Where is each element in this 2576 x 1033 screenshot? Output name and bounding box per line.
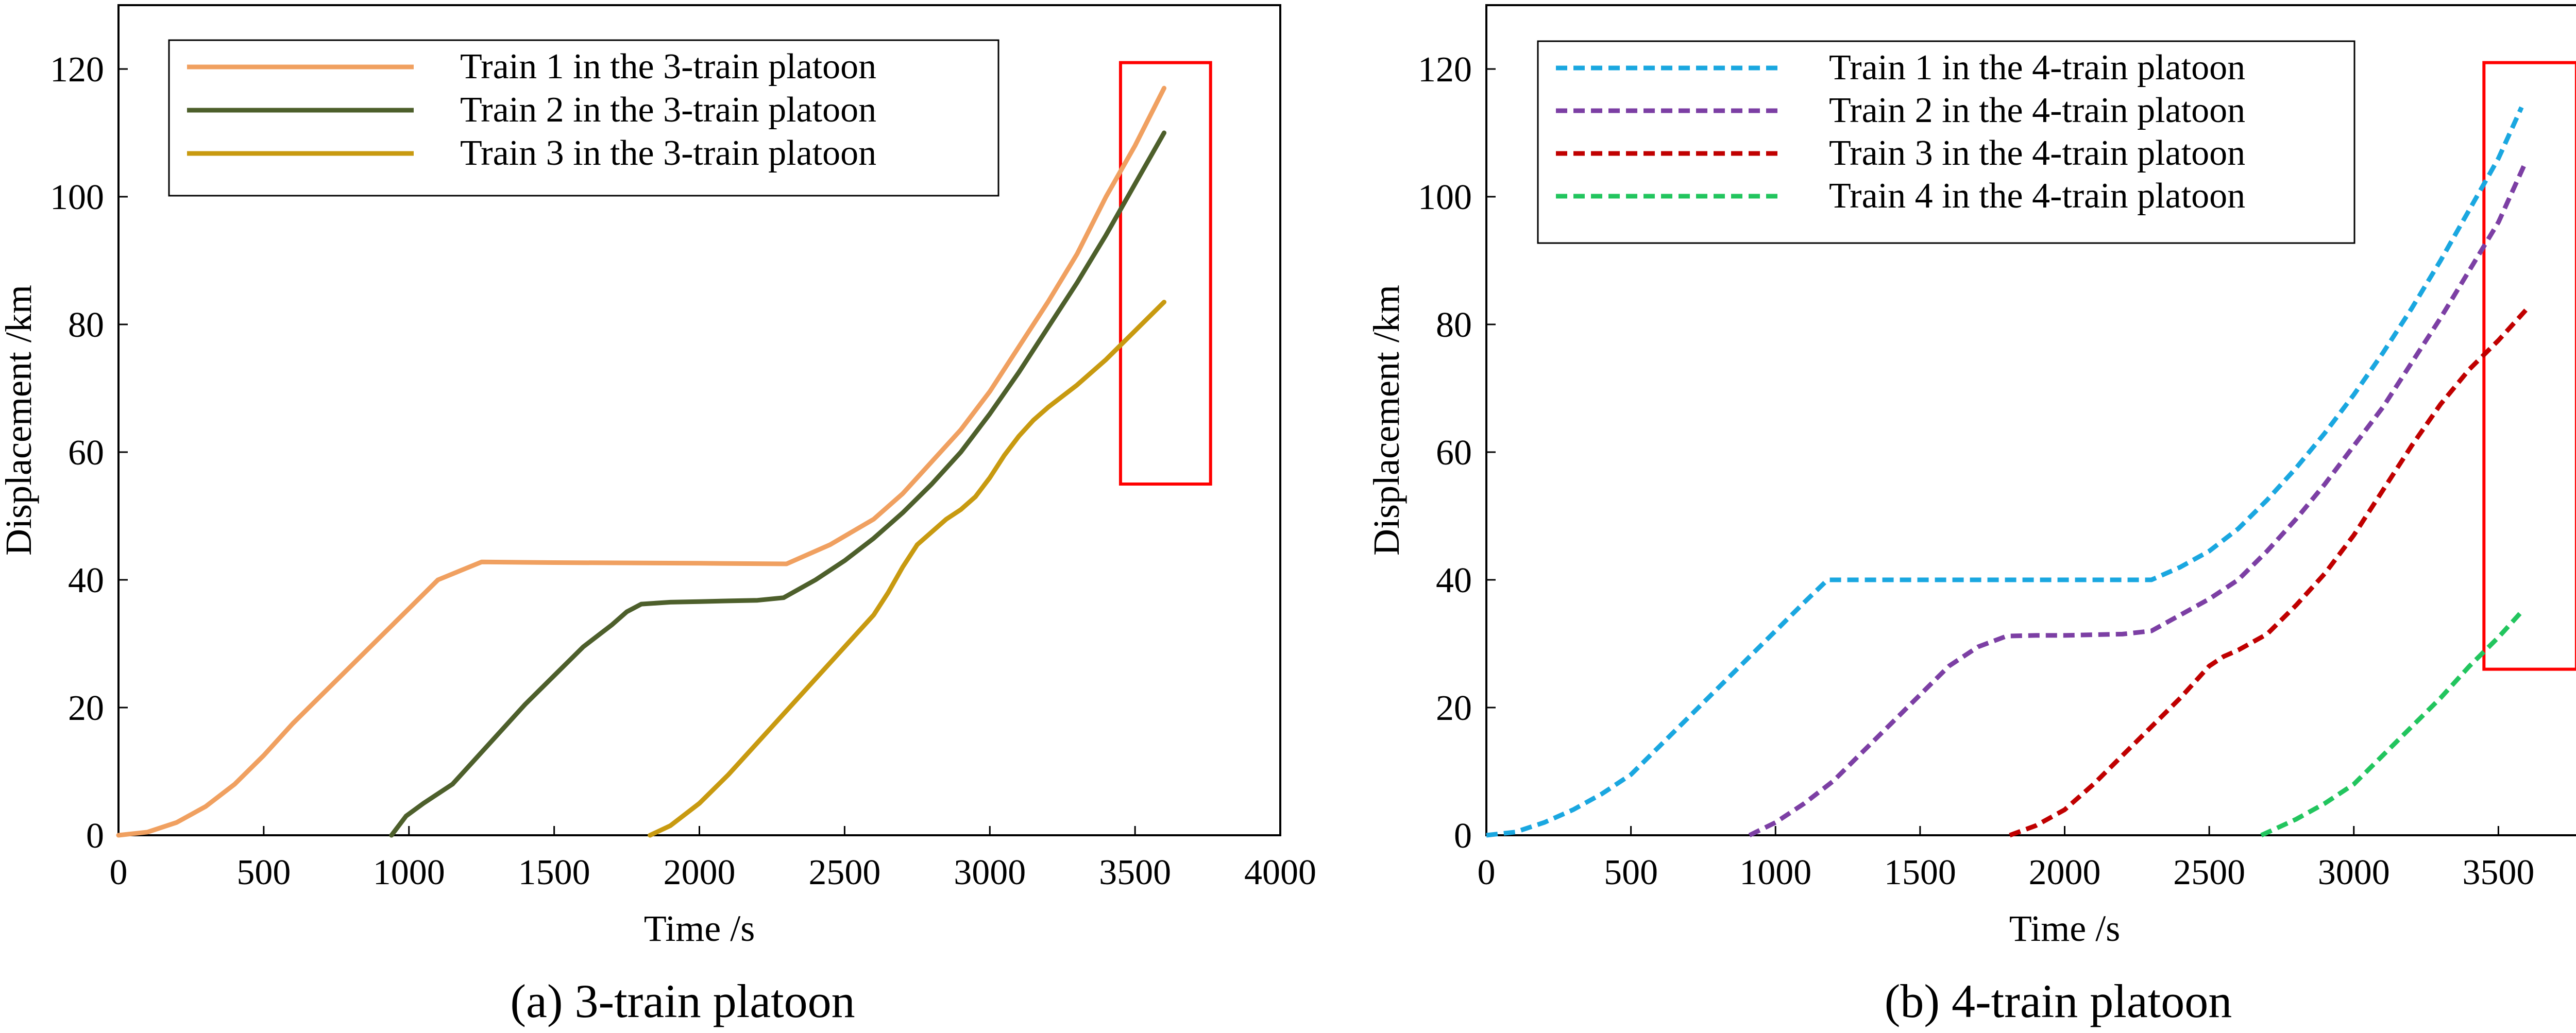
- y-tick-label: 40: [68, 561, 104, 600]
- series-line-train-1: [1486, 106, 2524, 838]
- x-tick-label: 2500: [2173, 853, 2245, 892]
- x-tick-label: 1500: [518, 853, 590, 892]
- x-tick-label: 1500: [1884, 853, 1956, 892]
- y-tick-label: 100: [50, 178, 104, 217]
- series-line-train-3: [2009, 306, 2529, 838]
- y-axis-label: Displacement /km: [0, 285, 39, 556]
- x-tick-label: 2000: [2029, 853, 2101, 892]
- x-tick-label: 500: [1604, 853, 1658, 892]
- series-line-train-3: [648, 300, 1166, 838]
- y-tick-label: 0: [86, 816, 104, 856]
- y-tick-label: 40: [1436, 561, 1472, 600]
- legend-label-train-1: Train 1 in the 4-train platoon: [1829, 48, 2245, 88]
- y-tick-label: 20: [1436, 688, 1472, 728]
- series-line-train-2: [1748, 164, 2527, 838]
- series-line-train-4: [2260, 610, 2523, 838]
- x-tick-label: 3000: [2318, 853, 2390, 892]
- panel-caption: (a) 3-train platoon: [510, 975, 855, 1027]
- panel-caption: (b) 4-train platoon: [1885, 975, 2232, 1027]
- legend-label-train-3: Train 3 in the 4-train platoon: [1829, 133, 2245, 173]
- y-axis-label: Displacement /km: [1366, 285, 1407, 556]
- x-tick-label: 500: [236, 853, 291, 892]
- legend-box: [1537, 40, 2355, 244]
- y-tick-label: 100: [1418, 178, 1472, 217]
- x-tick-label: 2000: [664, 853, 736, 892]
- highlight-box: [2482, 61, 2576, 671]
- legend-label-train-2: Train 2 in the 4-train platoon: [1829, 91, 2245, 130]
- panel-b-4-train-platoon: 0500100015002000250030003500400002040608…: [1366, 4, 2576, 1027]
- series-line-train-1: [116, 85, 1166, 838]
- x-tick-label: 2500: [808, 853, 880, 892]
- y-tick-label: 60: [1436, 433, 1472, 473]
- x-tick-label: 1000: [373, 853, 445, 892]
- x-tick-label: 4000: [1244, 853, 1316, 892]
- x-tick-label: 0: [1478, 853, 1496, 892]
- x-tick-label: 3500: [1099, 853, 1171, 892]
- highlight-box: [1118, 61, 1212, 486]
- x-tick-label: 3000: [954, 853, 1026, 892]
- y-tick-label: 20: [68, 688, 104, 728]
- x-tick-label: 1000: [1739, 853, 1811, 892]
- series-line-train-2: [389, 130, 1166, 838]
- y-tick-label: 60: [68, 433, 104, 473]
- legend-label-train-4: Train 4 in the 4-train platoon: [1829, 176, 2245, 216]
- panel-a-3-train-platoon: 0 500 1000 1500 2000 2500 3000 3500 4000 0 20 40 60 8…: [0, 4, 1316, 1027]
- y-tick-label: 120: [1418, 50, 1472, 90]
- x-axis-label: Time /s: [644, 908, 755, 949]
- legend-label-train-2: Train 2 in the 3-train platoon: [460, 90, 876, 130]
- x-axis-label: Time /s: [2009, 908, 2120, 949]
- y-tick-label: 80: [1436, 305, 1472, 345]
- y-tick-label: 120: [50, 50, 104, 90]
- x-tick-label: 0: [110, 853, 128, 892]
- legend-label-train-3: Train 3 in the 3-train platoon: [460, 133, 876, 173]
- y-tick-label: 80: [68, 305, 104, 345]
- x-tick-label: 3500: [2462, 853, 2534, 892]
- y-tick-label: 0: [1454, 816, 1472, 856]
- legend-label-train-1: Train 1 in the 3-train platoon: [460, 47, 876, 87]
